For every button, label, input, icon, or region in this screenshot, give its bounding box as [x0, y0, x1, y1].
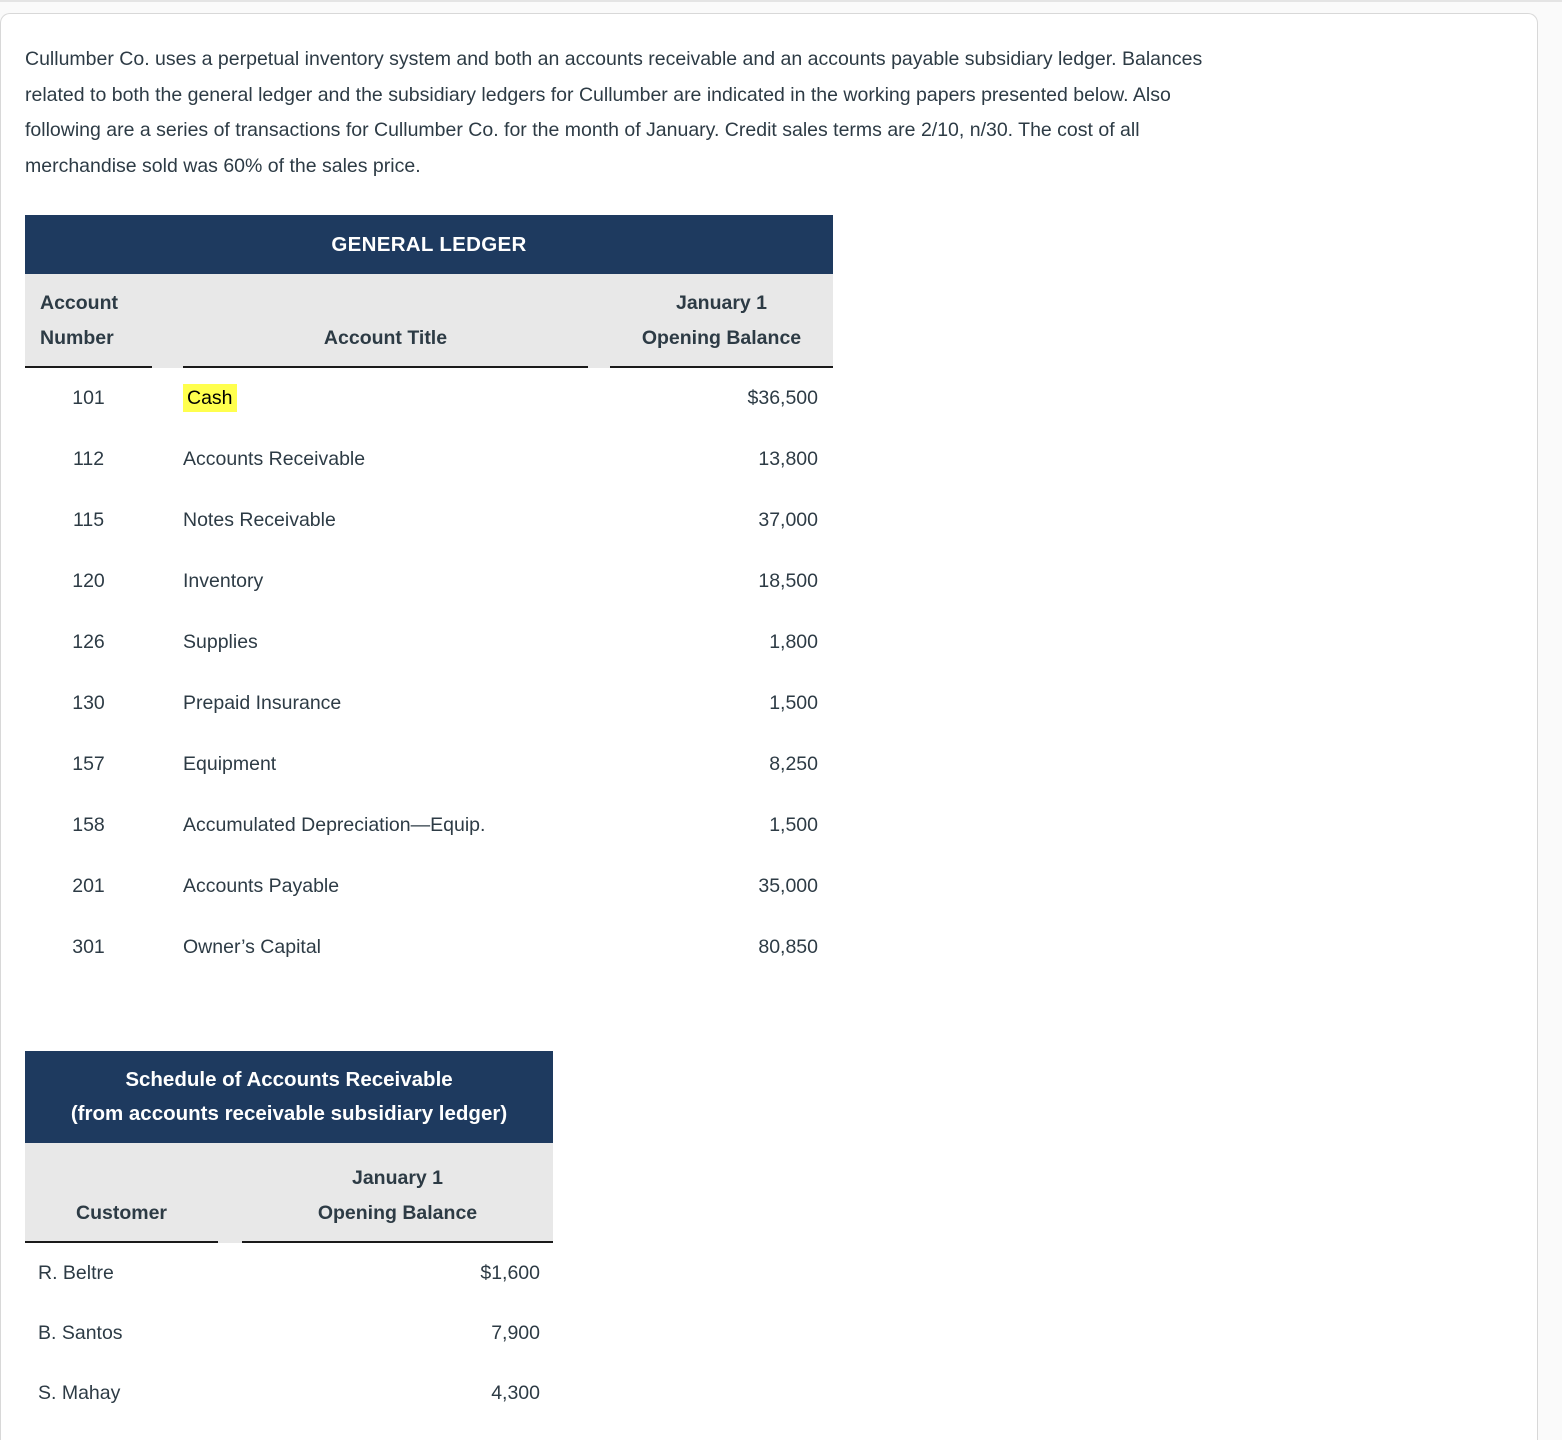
opening-balance-cell: 1,800 [769, 631, 818, 653]
opening-balance-cell: 1,500 [769, 692, 818, 714]
account-number-cell: 115 [72, 509, 105, 531]
col-header-ar-opening-balance-line1: January 1 [351, 1167, 444, 1189]
table-row: 101 Cash $36,500 [25, 368, 833, 429]
problem-statement-line: merchandise sold was 60% of the sales pr… [25, 154, 421, 177]
opening-balance-cell: 37,000 [758, 509, 818, 531]
ar-schedule-body: R. Beltre $1,600 B. Santos 7,900 S. Maha… [25, 1243, 553, 1423]
customer-cell: S. Mahay [38, 1381, 121, 1404]
account-title-cell: Owner’s Capital [183, 936, 588, 959]
account-title-cell: Accumulated Depreciation—Equip. [183, 814, 588, 837]
problem-statement-line: Cullumber Co. uses a perpetual inventory… [25, 48, 1203, 70]
opening-balance-cell: 80,850 [758, 936, 818, 958]
account-number-cell: 157 [72, 753, 105, 775]
table-row: 157 Equipment 8,250 [25, 734, 833, 795]
top-divider [0, 0, 1562, 2]
col-header-account-number-line1: Account [40, 292, 118, 314]
opening-balance-cell: 8,250 [769, 753, 818, 775]
table-row: 126 Supplies 1,800 [25, 612, 833, 673]
general-ledger-column-headers: Account Number Account Title January 1 O… [25, 274, 833, 368]
table-row: B. Santos 7,900 [25, 1303, 553, 1363]
table-row: S. Mahay 4,300 [25, 1363, 553, 1423]
account-number-cell: 120 [72, 570, 105, 592]
account-title-cell: Equipment [183, 753, 588, 776]
account-title-text: Cash [183, 384, 237, 412]
account-number-cell: 301 [72, 936, 105, 958]
ar-schedule-column-headers: Customer January 1 Opening Balance [25, 1143, 553, 1243]
col-header-opening-balance-line2: Opening Balance [641, 327, 802, 349]
account-title-cell: Accounts Receivable [183, 448, 588, 471]
table-row: 158 Accumulated Depreciation—Equip. 1,50… [25, 795, 833, 856]
table-row: 112 Accounts Receivable 13,800 [25, 429, 833, 490]
account-title-cell: Prepaid Insurance [183, 692, 588, 715]
table-row: 115 Notes Receivable 37,000 [25, 490, 833, 551]
table-row: 301 Owner’s Capital 80,850 [25, 917, 833, 978]
account-title-cell: Supplies [183, 631, 588, 654]
account-number-cell: 158 [72, 814, 105, 836]
opening-balance-cell: 1,500 [769, 814, 818, 836]
account-number-cell: 126 [72, 631, 105, 653]
opening-balance-cell: 13,800 [758, 448, 818, 470]
account-title-text: Accounts Payable [183, 875, 340, 897]
problem-statement-line: following are a series of transactions f… [25, 119, 1140, 141]
opening-balance-cell: 4,300 [491, 1381, 540, 1404]
table-row: R. Beltre $1,600 [25, 1243, 553, 1303]
col-header-opening-balance: January 1 Opening Balance [610, 286, 833, 368]
ar-schedule-title: Schedule of Accounts Receivable (from ac… [25, 1051, 553, 1143]
account-title-text: Supplies [183, 631, 258, 653]
general-ledger-body: 101 Cash $36,500 112 Accounts Receivable… [25, 368, 833, 978]
account-title-cell: Cash [183, 384, 588, 412]
account-title-cell: Notes Receivable [183, 509, 588, 532]
account-title-text: Owner’s Capital [183, 936, 322, 958]
question-card: Cullumber Co. uses a perpetual inventory… [0, 13, 1538, 1440]
account-title-text: Prepaid Insurance [183, 692, 342, 714]
table-row: 130 Prepaid Insurance 1,500 [25, 673, 833, 734]
general-ledger-title: GENERAL LEDGER [25, 215, 833, 274]
customer-cell: R. Beltre [38, 1261, 114, 1284]
account-title-text: Inventory [183, 570, 264, 592]
col-header-ar-opening-balance: January 1 Opening Balance [242, 1161, 553, 1243]
opening-balance-cell: $36,500 [747, 387, 819, 409]
ar-schedule-title-line1: Schedule of Accounts Receivable [125, 1068, 453, 1091]
col-header-account-number: Account Number [25, 286, 152, 368]
account-number-cell: 130 [72, 692, 105, 714]
table-row: 120 Inventory 18,500 [25, 551, 833, 612]
account-title-text: Notes Receivable [183, 509, 336, 531]
col-header-account-title: Account Title [183, 321, 588, 368]
account-number-cell: 201 [72, 875, 105, 897]
problem-statement: Cullumber Co. uses a perpetual inventory… [25, 42, 1513, 184]
table-row: 201 Accounts Payable 35,000 [25, 856, 833, 917]
col-header-ar-opening-balance-line2: Opening Balance [317, 1202, 478, 1224]
account-title-cell: Accounts Payable [183, 875, 588, 898]
account-number-cell: 101 [72, 387, 105, 409]
col-header-opening-balance-line1: January 1 [675, 292, 768, 314]
opening-balance-cell: 35,000 [758, 875, 818, 897]
col-header-account-number-line2: Number [40, 327, 114, 349]
account-title-text: Accounts Receivable [183, 448, 366, 470]
ar-schedule-table: Schedule of Accounts Receivable (from ac… [25, 1051, 553, 1423]
customer-cell: B. Santos [38, 1321, 123, 1344]
account-title-text: Accumulated Depreciation—Equip. [183, 814, 486, 836]
account-title-cell: Inventory [183, 570, 588, 593]
opening-balance-cell: $1,600 [480, 1261, 540, 1284]
account-number-cell: 112 [72, 448, 105, 470]
problem-statement-line: related to both the general ledger and t… [25, 83, 1171, 106]
opening-balance-cell: 18,500 [758, 570, 818, 592]
opening-balance-cell: 7,900 [491, 1321, 540, 1344]
general-ledger-table: GENERAL LEDGER Account Number Account Ti… [25, 215, 833, 978]
ar-schedule-title-line2: (from accounts receivable subsidiary led… [70, 1102, 508, 1125]
col-header-customer: Customer [25, 1196, 218, 1243]
account-title-text: Equipment [183, 753, 277, 775]
